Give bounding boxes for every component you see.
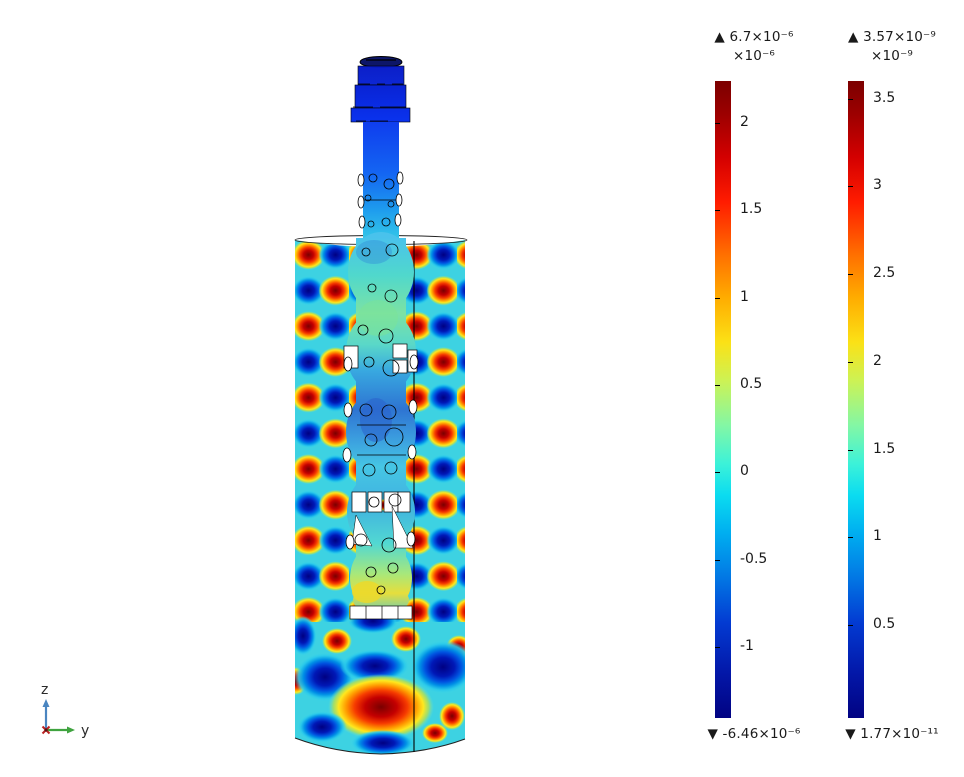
- colorbar-tick-label: -1: [740, 638, 754, 655]
- colorbar-tick-mark: [848, 186, 853, 188]
- colorbar-gradient: [715, 81, 731, 718]
- cylinder-bottom-edge: [294, 737, 466, 755]
- colorbar-tick-mark: [715, 559, 720, 561]
- bubble-circles: [354, 173, 406, 595]
- transducer-flange: [350, 107, 411, 123]
- colorbar-tick-mark: [848, 361, 853, 363]
- scale-label: ×10⁻⁹: [870, 48, 914, 64]
- colorbar-tick-label: 0: [740, 463, 749, 480]
- colorbar-legend-1: ▲ 6.7×10⁻⁶ ×10⁻⁶ ▼ -6.46×10⁻⁶ 2 1.5 1 0.5 0 -…: [698, 0, 810, 777]
- colorbar-tick-label: 1: [740, 288, 749, 305]
- colorbar-tick-label: 0.5: [873, 615, 896, 632]
- colorbar-tick-label: 2: [873, 352, 882, 369]
- surface-node-markers: [342, 171, 419, 550]
- min-value-annotation: ▼ 1.77×10⁻¹¹: [845, 726, 939, 742]
- max-value-annotation: ▲ 3.57×10⁻⁹: [848, 29, 936, 45]
- colorbar-tick-mark: [715, 210, 720, 212]
- z-axis-label: z: [41, 682, 48, 698]
- colorbar-tick-label: 3: [873, 177, 882, 194]
- colorbar-tick-mark: [848, 537, 853, 539]
- transducer-assembly: [342, 56, 419, 620]
- colorbar-tick-label: 3.5: [873, 89, 896, 106]
- colorbar-tick-mark: [848, 98, 853, 100]
- colorbar-tick-label: -0.5: [740, 550, 768, 567]
- colorbar-tick-label: 1: [873, 528, 882, 545]
- colorbar-tick-mark: [715, 647, 720, 649]
- colorbar-tick-mark: [715, 122, 720, 124]
- colorbar-tick-mark: [715, 385, 720, 387]
- colorbar-tick-mark: [848, 449, 853, 451]
- colorbar-tick-label: 2.5: [873, 265, 896, 282]
- model-canvas[interactable]: z y: [0, 0, 560, 777]
- colorbar-tick-label: 2: [740, 113, 749, 130]
- y-axis-label: y: [81, 723, 89, 739]
- colorbar-tick-label: 1.5: [740, 201, 763, 218]
- colorbar-tick-label: 1.5: [873, 440, 896, 457]
- axis-triad: z y: [41, 682, 89, 739]
- min-value-annotation: ▼ -6.46×10⁻⁶: [707, 726, 801, 742]
- colorbar-gradient: [848, 81, 864, 718]
- colorbar-tick-mark: [715, 297, 720, 299]
- colorbar-tick-mark: [715, 472, 720, 474]
- max-value-annotation: ▲ 6.7×10⁻⁶: [714, 29, 794, 45]
- colorbar-tick-mark: [848, 624, 853, 626]
- colorbar-legend-2: ▲ 3.57×10⁻⁹ ×10⁻⁹ ▼ 1.77×10⁻¹¹ 3.5 3 2.5 2 1…: [832, 0, 952, 777]
- colorbar-tick-mark: [848, 274, 853, 276]
- scale-label: ×10⁻⁶: [732, 48, 776, 64]
- colorbar-tick-label: 0.5: [740, 376, 763, 393]
